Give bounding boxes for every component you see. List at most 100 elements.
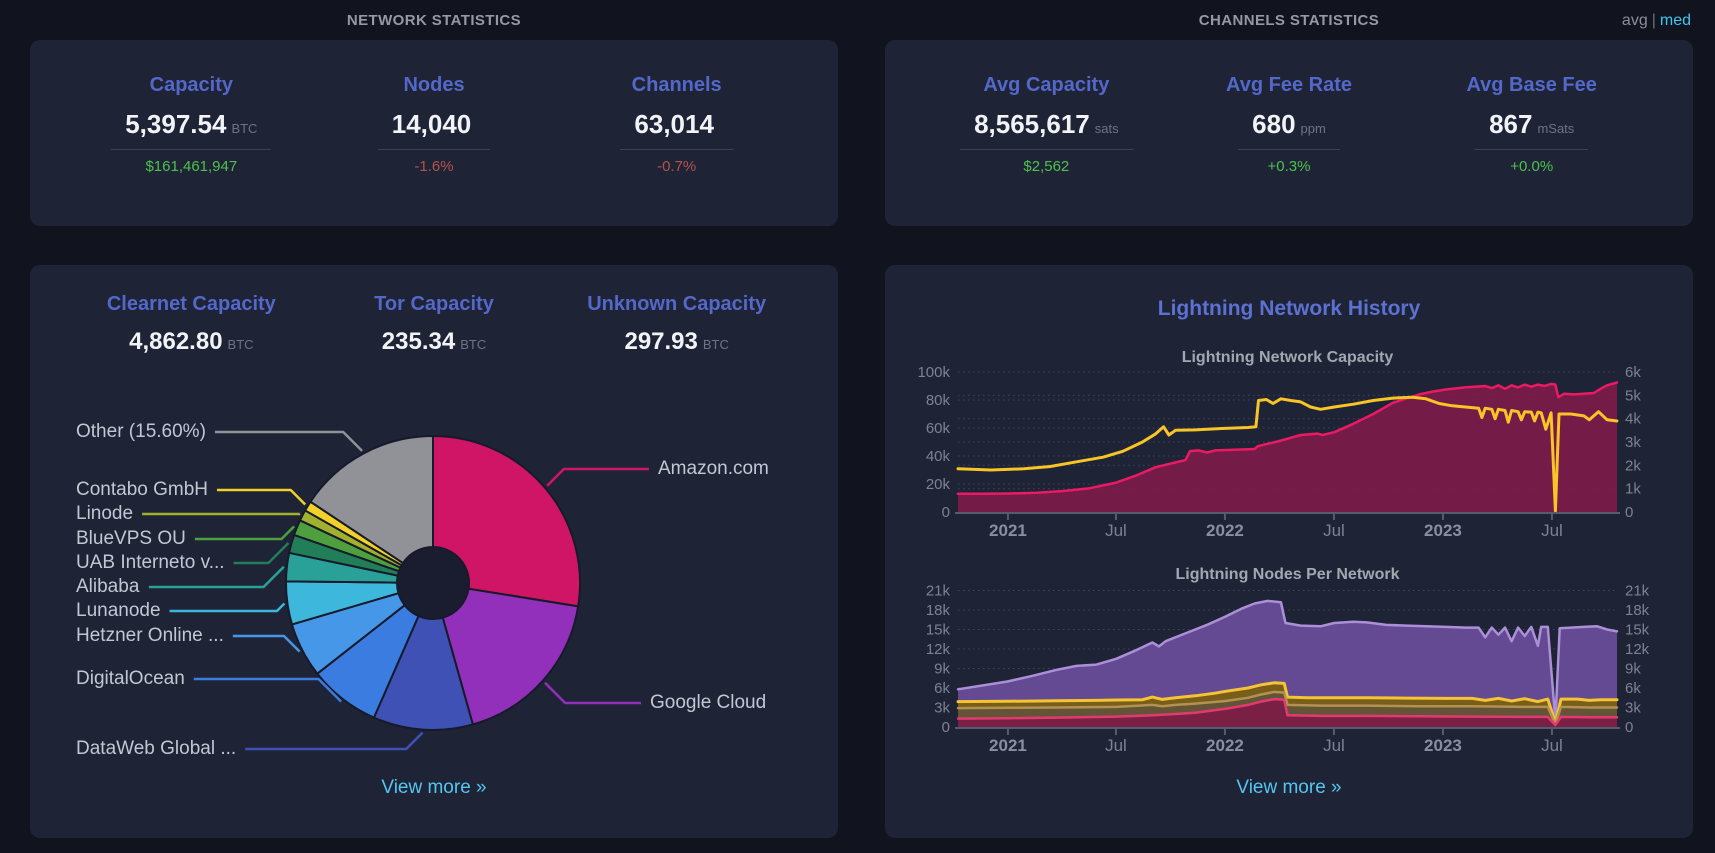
x-axis-label: 2021 [989, 521, 1027, 540]
channels-change: -0.7% [657, 158, 697, 175]
y-axis-label-left: 12k [926, 641, 951, 658]
channels-statistics-header: CHANNELS STATISTICS [1198, 12, 1380, 29]
series-line-unannounced-nodes [956, 697, 1619, 727]
y-axis-label-right: 3k [1625, 434, 1641, 451]
network-statistics-header: NETWORK STATISTICS [346, 12, 522, 29]
pie-leader-line [232, 634, 301, 653]
donut-hole [398, 548, 468, 618]
history-view-more-link[interactable]: View more » [1236, 777, 1342, 798]
x-axis-label: Jul [1323, 736, 1345, 755]
avg-capacity-stat: Avg Capacity 8,565,617 sats $2,562 [925, 74, 1168, 175]
y-axis-label-right: 6k [1625, 364, 1641, 381]
y-axis-label-left: 60k [926, 420, 951, 437]
y-axis-label-left: 21k [926, 583, 951, 600]
nodes-stat: Nodes 14,040 -1.6% [313, 74, 556, 175]
pie-label: DigitalOcean [76, 668, 185, 689]
tor-capacity-stat: Tor Capacity 235.34 BTC [313, 293, 556, 356]
x-axis-label: Jul [1323, 521, 1345, 540]
y-axis-label-left: 18k [926, 602, 951, 619]
unknown-capacity-stat: Unknown Capacity 297.93 BTC [555, 293, 798, 356]
clearnet-capacity-stat: Clearnet Capacity 4,862.80 BTC [70, 293, 313, 356]
nodes-chart-title: Lightning Nodes Per Network [1175, 566, 1400, 583]
y-axis-label-right: 6k [1625, 680, 1641, 697]
pie-leader-line [169, 602, 286, 613]
pie-label: Linode [76, 503, 133, 524]
y-axis-label-right: 9k [1625, 661, 1641, 678]
series-line-clearnet-nodes [956, 681, 1619, 725]
pie-slice-2[interactable] [441, 587, 580, 726]
capacity-label: Capacity [149, 74, 234, 96]
med-toggle-option[interactable]: med [1659, 12, 1691, 29]
channels-label: Channels [631, 74, 722, 96]
y-axis-label-right: 3k [1625, 700, 1641, 717]
avg-capacity-usd: $2,562 [1023, 158, 1070, 175]
pie-leader-line [546, 467, 649, 487]
pie-leader-line [245, 731, 424, 751]
pie-slice-1[interactable] [432, 435, 581, 608]
y-axis-label-left: 0 [942, 504, 950, 521]
pie-slice-3[interactable] [372, 614, 474, 731]
history-charts: 2021 Jul 2022 Jul 2023 Jul 100k 80k 60k 40k 20k 0 6k… [917, 364, 1650, 755]
y-axis-label-right: 0 [1625, 504, 1633, 521]
y-axis-label-left: 9k [934, 661, 950, 678]
capacity-value: 5,397.54 [125, 109, 227, 139]
node-share-card: Clearnet Capacity 4,862.80 BTC Tor Capaci… [30, 265, 838, 838]
channels-value: 63,014 [634, 109, 714, 139]
y-axis-label-right: 1k [1625, 481, 1641, 498]
y-axis-label-left: 80k [926, 392, 951, 409]
channels-statistics-card: Avg Capacity 8,565,617 sats $2,562 Avg Fe… [885, 40, 1693, 226]
pie-leader-line [214, 430, 363, 452]
y-axis-label-right: 4k [1625, 411, 1641, 428]
y-axis-label-left: 100k [917, 364, 950, 381]
pie-label: Amazon.com [658, 458, 769, 479]
x-axis-label: 2022 [1206, 736, 1244, 755]
y-axis-label-right: 21k [1625, 583, 1650, 600]
y-axis-label-left: 15k [926, 622, 951, 639]
pie-leader-line [233, 542, 290, 565]
pie-view-more-link[interactable]: View more » [381, 777, 487, 798]
lightning-history-card: Lightning Network History Lightning Netw… [885, 265, 1693, 838]
pie-label: Google Cloud [650, 692, 766, 713]
y-axis-label-right: 12k [1625, 641, 1650, 658]
series-line-tor-nodes [956, 599, 1619, 722]
unknown-capacity-label: Unknown Capacity [587, 293, 767, 315]
x-axis-label: 2023 [1424, 736, 1462, 755]
x-axis-label: 2021 [989, 736, 1027, 755]
y-axis-label-left: 6k [934, 680, 950, 697]
series-area-tor-nodes [958, 600, 1617, 727]
x-axis-label: Jul [1105, 736, 1127, 755]
avg-base-fee-value: 867 [1489, 109, 1533, 139]
capacity-unit: BTC [231, 121, 258, 136]
series-line-channels [956, 381, 1619, 496]
pie-leader-line [148, 565, 285, 589]
pie-label: DataWeb Global ... [76, 738, 236, 759]
pie-label: Other (15.60%) [76, 421, 206, 442]
avg-base-fee-label: Avg Base Fee [1466, 74, 1597, 96]
x-axis-label: 2022 [1206, 521, 1244, 540]
series-area-unannounced-nodes [958, 699, 1617, 727]
pie-leader-line [217, 488, 307, 506]
pie-label: Hetzner Online ... [76, 625, 224, 646]
y-axis-label-right: 18k [1625, 602, 1650, 619]
clearnet-capacity-label: Clearnet Capacity [106, 293, 276, 315]
pie-slice-12[interactable] [309, 435, 434, 565]
pie-label: BlueVPS OU [76, 528, 186, 549]
unknown-capacity-value: 297.93 [624, 328, 698, 355]
avg-toggle-option[interactable]: avg [1621, 12, 1648, 29]
avg-fee-rate-value: 680 [1252, 109, 1296, 139]
y-axis-label-right: 2k [1625, 457, 1641, 474]
history-title: Lightning Network History [1157, 297, 1421, 320]
avg-capacity-label: Avg Capacity [983, 74, 1110, 96]
avg-base-fee-change: +0.0% [1510, 158, 1554, 175]
y-axis-label-left: 3k [934, 700, 950, 717]
capacity-usd: $161,461,947 [145, 158, 238, 175]
pie-label: Contabo GmbH [76, 479, 208, 500]
x-axis-label: Jul [1105, 521, 1127, 540]
nodes-change: -1.6% [414, 158, 454, 175]
x-axis-label: Jul [1541, 736, 1563, 755]
pie-leader-line [194, 525, 295, 541]
avg-base-fee-stat: Avg Base Fee 867 mSats +0.0% [1410, 74, 1653, 175]
pie-label: Lunanode [76, 600, 161, 621]
series-line-clearnet-tor-nodes [956, 690, 1619, 726]
y-axis-label-left: 20k [926, 476, 951, 493]
